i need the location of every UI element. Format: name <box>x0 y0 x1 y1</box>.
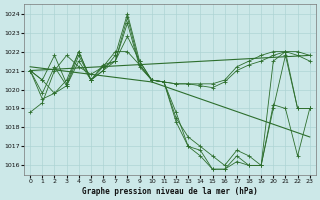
X-axis label: Graphe pression niveau de la mer (hPa): Graphe pression niveau de la mer (hPa) <box>82 187 258 196</box>
